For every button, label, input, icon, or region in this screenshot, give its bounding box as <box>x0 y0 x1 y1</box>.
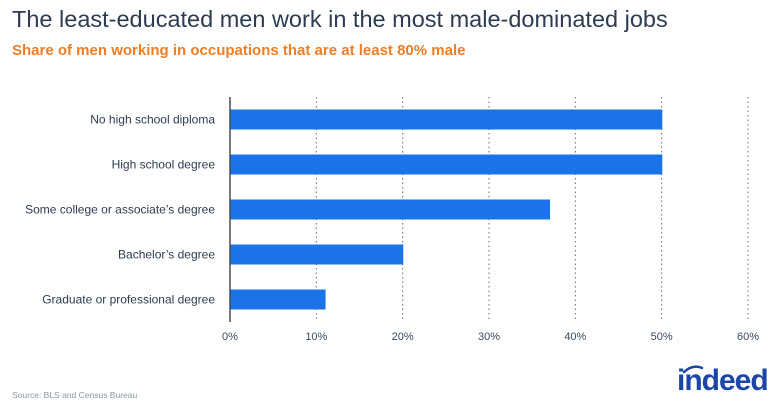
bar <box>230 289 326 310</box>
indeed-logo: indeed <box>677 364 769 397</box>
bar <box>230 109 663 130</box>
chart-subtitle: Share of men working in occupations that… <box>12 42 466 59</box>
source-note: Source: BLS and Census Bureau <box>12 390 138 400</box>
chart-title: The least-educated men work in the most … <box>12 6 668 32</box>
category-label: Graduate or professional degree <box>42 293 215 307</box>
x-tick-label: 30% <box>478 331 500 343</box>
x-tick-label: 40% <box>564 331 586 343</box>
x-tick-label: 50% <box>651 331 673 343</box>
bar <box>230 199 551 220</box>
category-label: Bachelor’s degree <box>118 248 215 262</box>
category-label: No high school diploma <box>90 113 215 127</box>
bar-chart: 0% 10% 20% 30% 40% 50% 60% No high school diplo… <box>25 97 759 343</box>
x-tick-label: 0% <box>222 331 238 343</box>
category-label: High school degree <box>112 158 216 172</box>
x-tick-label: 60% <box>737 331 759 343</box>
x-tick-label: 20% <box>392 331 414 343</box>
bar <box>230 244 404 265</box>
category-label: Some college or associate’s degree <box>25 203 215 217</box>
bar <box>230 154 663 175</box>
indeed-logo-arc-icon <box>682 365 704 374</box>
x-tick-label: 10% <box>305 331 327 343</box>
